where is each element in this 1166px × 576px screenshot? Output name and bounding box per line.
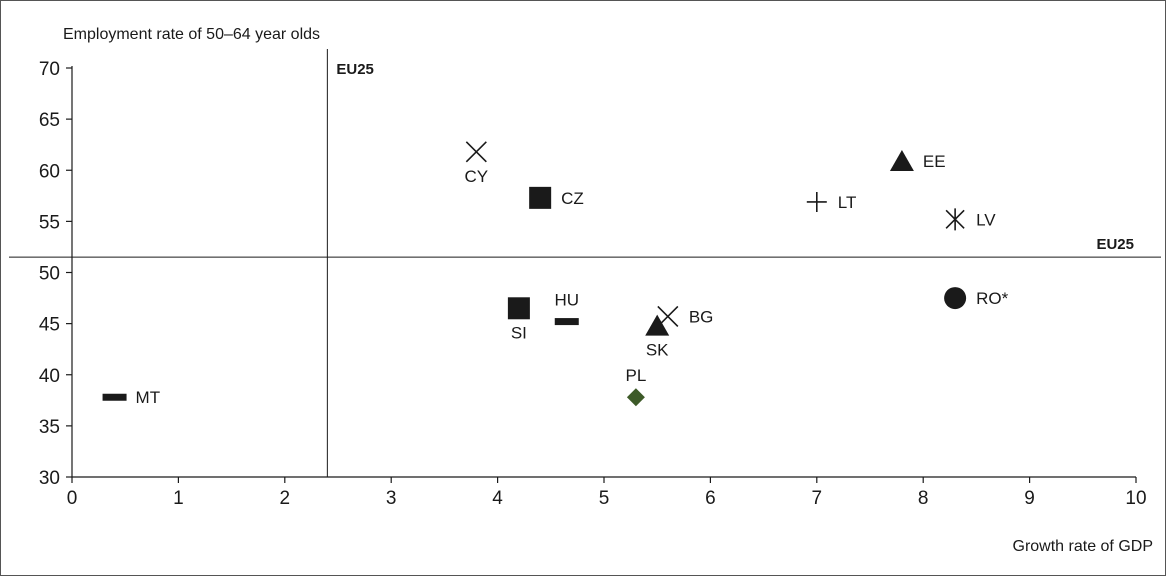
x-tick-label: 1 (173, 488, 184, 509)
dash-marker (554, 318, 579, 326)
triangle-marker (889, 150, 914, 172)
diamond-marker (626, 388, 645, 407)
square-marker (507, 297, 530, 320)
cross-marker (465, 141, 487, 163)
point-label: HU (554, 291, 579, 310)
x-tick-label: 6 (705, 488, 716, 509)
dash-marker (102, 393, 127, 401)
point-label: MT (136, 388, 161, 407)
x-tick-label: 8 (918, 488, 929, 509)
eu25-horizontal-label: EU25 (1096, 236, 1134, 253)
point-label: CY (465, 167, 489, 186)
y-tick-label: 50 (39, 264, 60, 285)
point-sk: SK (645, 314, 670, 360)
point-label: BG (689, 307, 714, 326)
point-label: LV (976, 210, 996, 229)
y-tick-label: 30 (39, 468, 60, 489)
point-label: SK (646, 341, 669, 360)
point-pl: PL (626, 366, 647, 407)
point-label: EE (923, 152, 946, 171)
y-tick-label: 55 (39, 212, 60, 233)
circle-marker (944, 287, 967, 310)
x-tick-label: 0 (67, 488, 78, 509)
point-label: SI (511, 323, 527, 342)
x-tick-label: 9 (1024, 488, 1035, 509)
x-tick-label: 3 (386, 488, 397, 509)
eu25-vertical-label: EU25 (336, 61, 374, 78)
point-label: PL (626, 366, 647, 385)
point-lt: LT (806, 191, 857, 212)
point-si: SI (507, 297, 530, 342)
x-tick-label: 4 (492, 488, 503, 509)
y-tick-label: 65 (39, 110, 60, 131)
x-tick-label: 7 (812, 488, 823, 509)
point-label: LT (838, 193, 857, 212)
point-hu: HU (554, 291, 579, 326)
point-ee: EE (889, 150, 946, 172)
data-points: CY CZ EE LT LV RO* SI HU BG SK PL MT (102, 141, 1009, 407)
point-bg: BG (657, 305, 714, 328)
point-cy: CY (465, 141, 489, 186)
point-label: CZ (561, 189, 584, 208)
point-lv: LV (945, 208, 996, 231)
y-tick-label: 45 (39, 315, 60, 336)
y-tick-label: 35 (39, 417, 60, 438)
x-axis-title: Growth rate of GDP (1013, 538, 1154, 555)
y-tick-label: 40 (39, 366, 60, 387)
x-tick-label: 5 (599, 488, 610, 509)
x-tick-label: 2 (280, 488, 291, 509)
square-marker (529, 186, 552, 209)
y-tick-label: 70 (39, 59, 60, 80)
asterisk-marker (945, 208, 965, 231)
point-mt: MT (102, 388, 161, 407)
x-tick-label: 10 (1125, 488, 1146, 509)
point-cz: CZ (529, 186, 584, 209)
y-tick-label: 60 (39, 161, 60, 182)
point-label: RO* (976, 289, 1009, 308)
reference-lines: EU25 EU25 (9, 49, 1161, 477)
triangle-marker (645, 314, 670, 336)
point-ro: RO* (944, 287, 1009, 310)
y-axis-title: Employment rate of 50–64 year olds (63, 26, 320, 43)
plus-marker (806, 191, 827, 212)
